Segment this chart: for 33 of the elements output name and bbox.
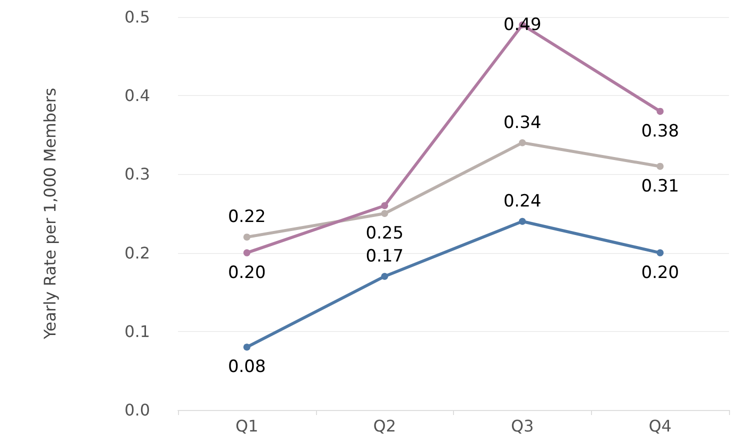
x-tick-label: Q1 bbox=[235, 416, 258, 436]
y-tick-label: 0.1 bbox=[124, 322, 150, 341]
y-tick-label: 0.0 bbox=[124, 400, 150, 420]
y-tick-label: 0.5 bbox=[124, 8, 150, 26]
point bbox=[243, 249, 250, 256]
point bbox=[518, 139, 526, 146]
point bbox=[381, 202, 388, 210]
data-label: 0.38 bbox=[641, 121, 680, 142]
x-tick-label: Q4 bbox=[648, 416, 672, 436]
point bbox=[518, 218, 526, 225]
data-label: 0.49 bbox=[503, 14, 542, 35]
data-label: 0.20 bbox=[228, 262, 266, 283]
point bbox=[656, 162, 664, 170]
data-label: 0.08 bbox=[228, 357, 266, 378]
data-label: 0.34 bbox=[503, 112, 542, 133]
x-tick-label: Q3 bbox=[510, 416, 534, 436]
data-label: 0.31 bbox=[641, 176, 680, 196]
data-label: 0.25 bbox=[366, 224, 404, 244]
data-label: 0.20 bbox=[641, 262, 680, 283]
data-label: 0.24 bbox=[503, 191, 542, 212]
data-label: 0.22 bbox=[228, 207, 266, 228]
y-tick-label: 0.4 bbox=[124, 86, 150, 106]
point bbox=[656, 108, 664, 115]
point bbox=[243, 234, 250, 241]
point bbox=[381, 272, 388, 280]
x-tick-label: Q2 bbox=[373, 416, 396, 436]
y-tick-label: 0.2 bbox=[124, 243, 150, 262]
data-label: 0.17 bbox=[366, 246, 404, 266]
y-tick-label: 0.3 bbox=[124, 164, 150, 184]
point bbox=[656, 249, 664, 256]
point bbox=[381, 210, 388, 217]
point bbox=[243, 344, 250, 351]
y-axis-title: Yearly Rate per 1,000 Members bbox=[40, 88, 60, 340]
